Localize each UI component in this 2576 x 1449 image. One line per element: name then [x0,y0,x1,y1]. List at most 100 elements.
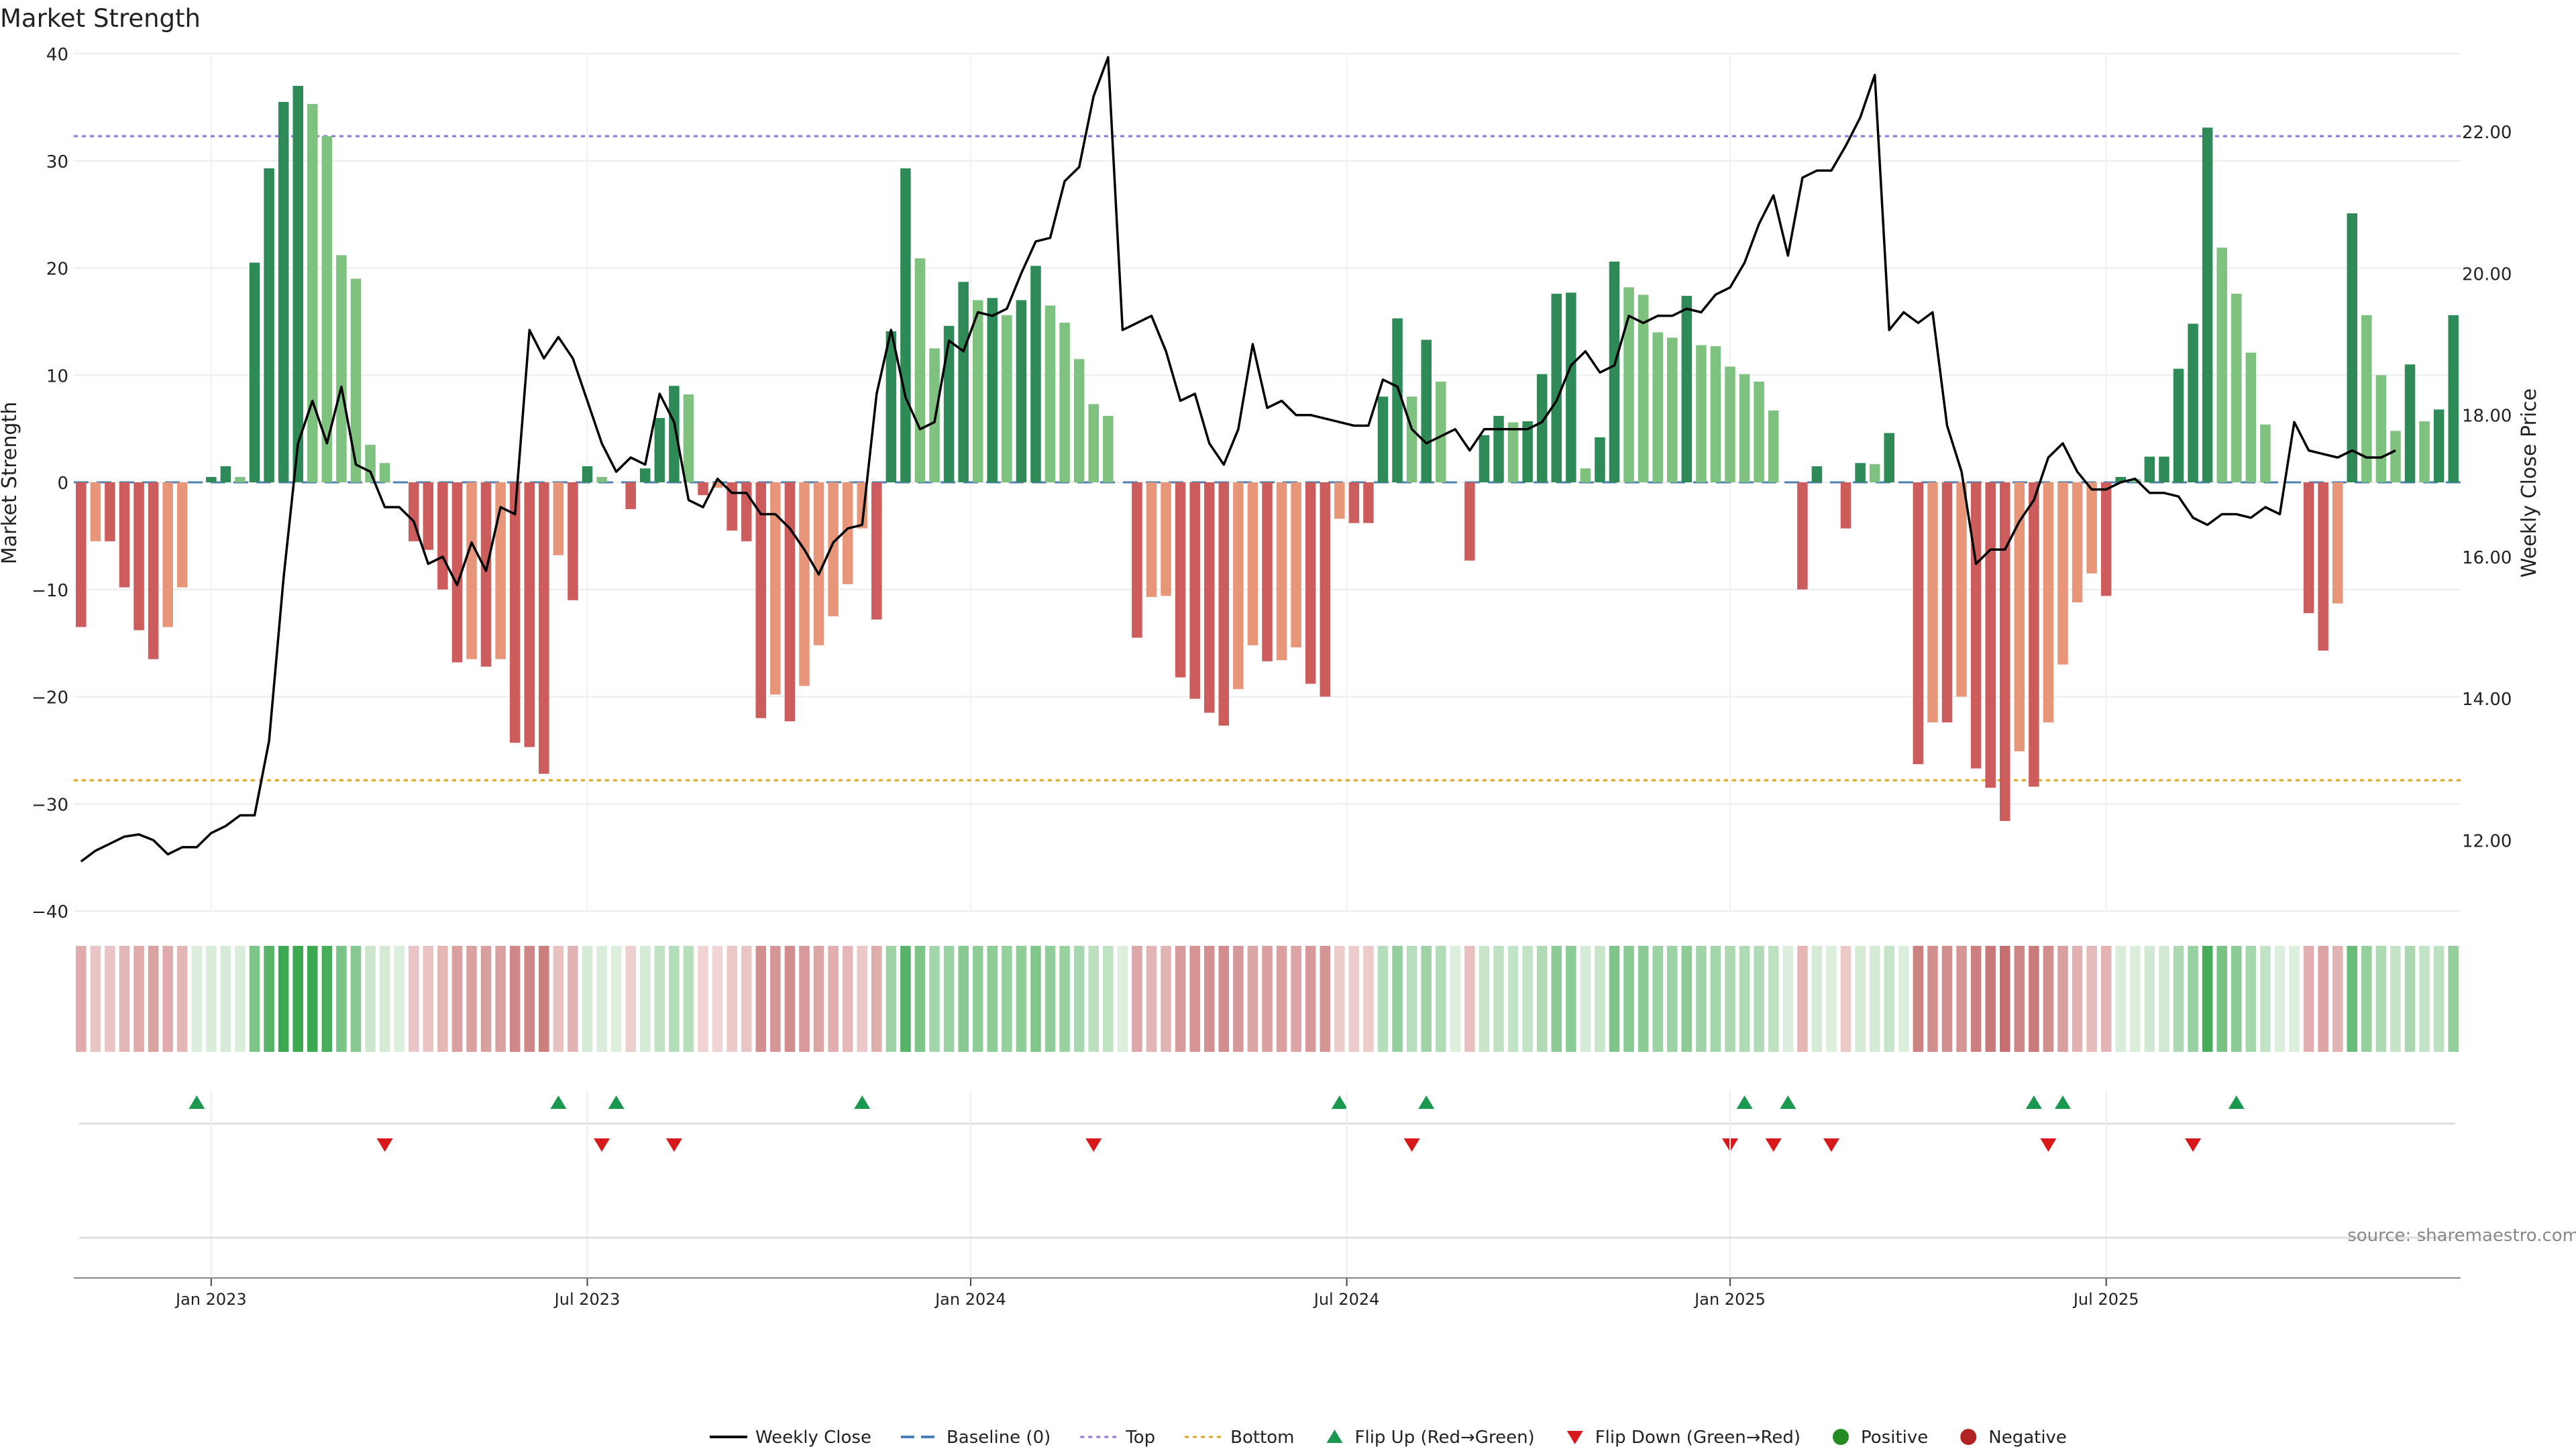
heat-cell [1377,946,1389,1052]
strength-bar [1609,261,1620,482]
x-tick-label: Jan 2023 [174,1290,247,1309]
flip-up-marker [854,1095,871,1109]
strength-bar [698,482,708,496]
heat-cell [176,946,188,1052]
heat-cell [1595,946,1605,1052]
strength-bar [2043,482,2054,722]
heat-cell [1262,946,1273,1052]
flip-down-marker [1765,1138,1782,1152]
heat-cell [336,946,347,1052]
heat-cell [1985,946,1996,1052]
strength-bar [828,482,839,616]
heat-cell [1291,946,1301,1052]
strength-bar [1739,374,1750,482]
strength-bar [1507,422,1519,482]
heat-cell [2347,946,2358,1052]
heat-cell [2361,946,2372,1052]
strength-bar [2448,315,2459,482]
strength-bar [133,482,144,631]
heat-cell [394,946,405,1052]
x-tick-label: Jul 2023 [553,1290,621,1309]
heat-cell [712,946,723,1052]
strength-bar [2361,315,2372,482]
heat-cell [1913,946,1924,1052]
strength-bar [1203,482,1215,713]
strength-bar [2404,364,2416,482]
heat-cell [1175,946,1186,1052]
heat-cell [972,946,983,1052]
strength-bar [741,482,752,541]
strength-bar [278,101,289,482]
heat-cell [1681,946,1693,1052]
heat-cell [379,946,390,1052]
strength-bar [958,282,969,482]
flip-up-marker [1331,1095,1348,1109]
heat-cell [1479,946,1490,1052]
heat-cell [1132,946,1142,1052]
heat-cell [2115,946,2127,1052]
strength-bar [1811,466,1823,482]
heat-cell [1739,946,1750,1052]
heat-cell [553,946,564,1052]
strength-bar [350,278,362,482]
strength-bar [1421,339,1432,482]
strength-bar [654,418,665,482]
heat-cell [929,946,940,1052]
y-tick-label: −20 [32,688,68,708]
heat-cell [278,946,289,1052]
strength-bar [451,482,463,663]
heat-cell [582,946,593,1052]
y2-tick-label: 22.00 [2462,123,2512,143]
strength-bar [292,85,303,483]
heat-cell [1956,946,1967,1052]
strength-bar [784,482,796,722]
legend: Weekly Close Baseline (0) Top Bottom Flip Up… [710,1428,2067,1448]
strength-bar [1146,482,1157,597]
heat-cell [1117,946,1128,1052]
strength-bar [1291,482,1301,648]
strength-bar [2375,375,2387,482]
heat-cell [1609,946,1620,1052]
strength-bar [568,482,578,600]
strength-bar [2419,421,2430,482]
strength-bar [1002,315,1012,482]
strength-bar [1073,359,1085,482]
heat-cell [842,946,853,1052]
strength-bar [1161,482,1171,596]
heat-cell [1667,946,1678,1052]
strength-bar [1088,404,1099,482]
flip-down-marker [2040,1138,2057,1152]
heat-cell [1638,946,1649,1052]
heat-cell [1970,946,1982,1052]
y-tick-label: −30 [32,795,68,815]
strength-bar [148,482,159,659]
heat-cell [669,946,680,1052]
heat-cell [2390,946,2401,1052]
heat-cell [1146,946,1157,1052]
heat-cell [451,946,463,1052]
strength-bar [2433,409,2445,482]
strength-bar [885,331,897,482]
flip-markers [79,1095,2455,1152]
strength-bar [1869,464,1880,482]
heat-cell [1218,946,1230,1052]
strength-bar [2332,482,2343,604]
heat-cell [1016,946,1027,1052]
heat-cell [133,946,144,1052]
heat-cell [1348,946,1360,1052]
x-tick-label: Jul 2024 [1313,1290,1380,1309]
strength-bar [1320,482,1331,697]
strength-bar [2144,456,2155,482]
strength-bar [2303,482,2314,613]
flip-up-marker [2055,1095,2071,1109]
y-tick-label: −10 [32,581,68,601]
legend-label: Positive [1861,1428,1928,1448]
strength-bar [2318,482,2328,651]
flip-down-marker [1823,1138,1839,1152]
heat-cell [480,946,492,1052]
strength-bar [1059,322,1070,482]
weekly-close-line [80,56,2396,863]
strength-bar [249,262,260,482]
